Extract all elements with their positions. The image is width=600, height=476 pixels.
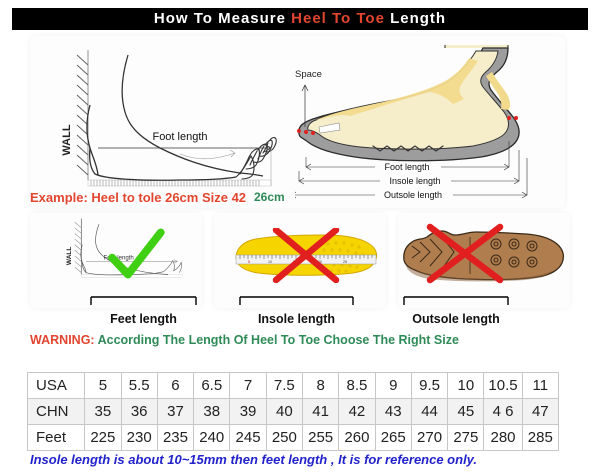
svg-text:Insole length: Insole length (389, 176, 440, 186)
svg-text:WALL: WALL (66, 247, 73, 265)
svg-text:10: 10 (268, 260, 272, 264)
svg-text:Foot length: Foot length (152, 131, 207, 143)
svg-text:5: 5 (248, 260, 250, 264)
svg-text:Outsole length: Outsole length (384, 190, 442, 200)
svg-text:WALL: WALL (61, 124, 73, 155)
svg-text:25: 25 (343, 260, 347, 264)
svg-text:Space: Space (295, 69, 322, 80)
svg-text:Foot length: Foot length (384, 162, 429, 172)
